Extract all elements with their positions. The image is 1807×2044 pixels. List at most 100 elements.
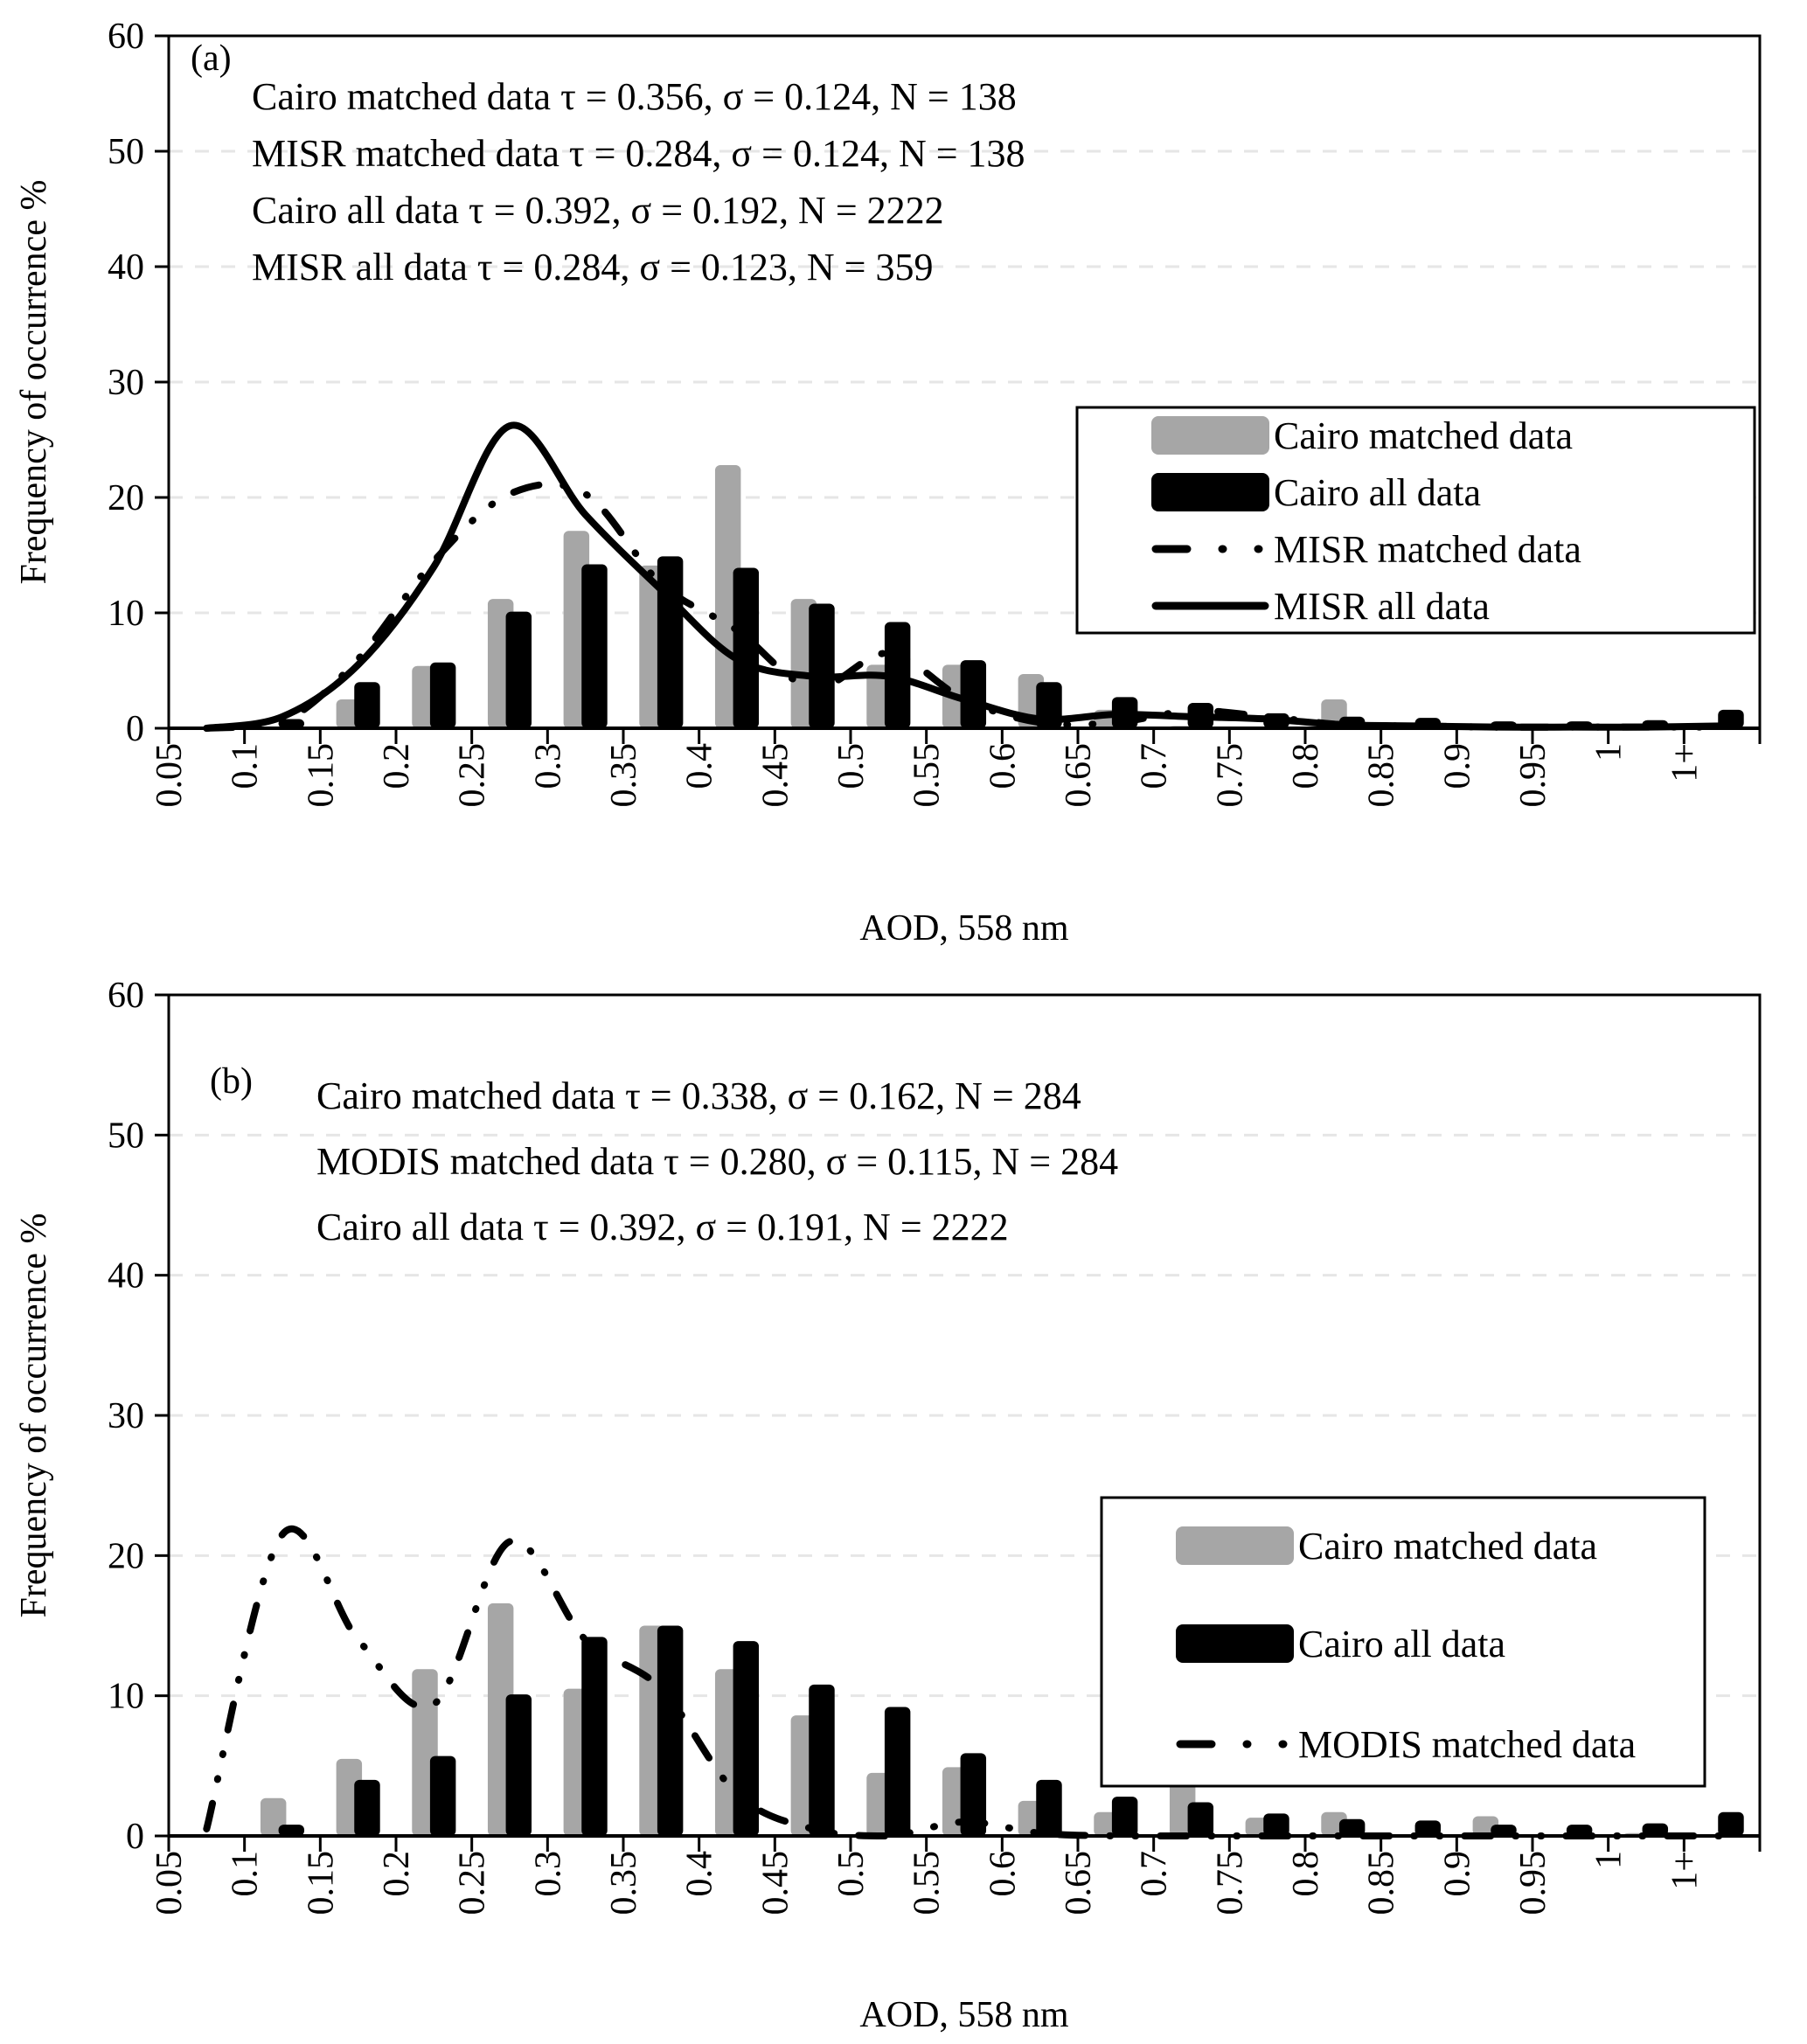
bar-cairo-all-data <box>1338 1818 1366 1836</box>
y-axis-title: Frequency of occurrence % <box>14 180 54 585</box>
panel-label: (b) <box>210 1061 253 1102</box>
y-tick-label: 50 <box>108 132 144 172</box>
y-tick-label: 40 <box>108 1256 144 1297</box>
legend-label: Cairo all data <box>1298 1623 1505 1665</box>
x-tick-label: 1 <box>1589 743 1630 761</box>
x-tick-label: 0.4 <box>680 743 720 789</box>
bar-cairo-all-data <box>1414 1820 1442 1836</box>
x-tick-label: 0.45 <box>755 743 796 808</box>
y-tick-label: 30 <box>108 363 144 403</box>
y-tick-label: 10 <box>108 1677 144 1717</box>
bar-cairo-matched-data <box>260 1797 287 1836</box>
stats-annotation: Cairo matched data τ = 0.338, σ = 0.162,… <box>316 1074 1081 1117</box>
bar-cairo-all-data <box>809 603 835 728</box>
x-tick-label: 0.5 <box>831 1851 872 1897</box>
x-tick-label: 0.85 <box>1362 1851 1402 1915</box>
x-tick-label: 0.35 <box>604 743 644 808</box>
legend: Cairo matched data Cairo all data MODIS ma… <box>1100 1496 1706 1788</box>
x-tick-label: 0.25 <box>453 1851 493 1915</box>
bar-cairo-all-data <box>505 1694 532 1836</box>
x-tick-label: 0.75 <box>1210 743 1250 808</box>
x-tick-label: 0.85 <box>1362 743 1402 808</box>
bar-cairo-all-data <box>1491 1825 1517 1836</box>
bar-cairo-all-data <box>960 1753 987 1836</box>
x-tick-label: 0.05 <box>149 743 190 808</box>
y-tick-label: 20 <box>108 1536 144 1576</box>
legend: Cairo matched data Cairo all data MISR mat… <box>1075 406 1756 635</box>
y-tick-label: 0 <box>126 1817 144 1857</box>
x-tick-label: 1+ <box>1665 743 1705 782</box>
legend-label: MISR matched data <box>1274 528 1581 571</box>
y-tick-label: 30 <box>108 1396 144 1436</box>
x-tick-label: 0.2 <box>377 743 417 789</box>
x-tick-label: 0.55 <box>907 743 948 808</box>
stats-annotation: Cairo all data τ = 0.392, σ = 0.192, N =… <box>252 189 944 232</box>
y-tick-label: 60 <box>108 17 144 57</box>
y-tick-label: 40 <box>108 247 144 288</box>
y-tick-label: 60 <box>108 976 144 1016</box>
x-tick-label: 0.1 <box>226 1851 266 1897</box>
legend-label: Cairo matched data <box>1298 1525 1597 1568</box>
y-tick-label: 50 <box>108 1116 144 1156</box>
bar-cairo-all-data <box>809 1684 835 1836</box>
bar-cairo-all-data <box>581 564 608 728</box>
legend-label: MISR all data <box>1274 585 1490 628</box>
x-tick-label: 0.2 <box>377 1851 417 1897</box>
x-tick-label: 0.1 <box>226 743 266 789</box>
x-tick-label: 0.65 <box>1059 743 1099 808</box>
bar-cairo-all-data <box>733 567 760 728</box>
x-tick-label: 0.5 <box>831 743 872 789</box>
x-tick-label: 0.6 <box>983 1851 1023 1897</box>
bar-cairo-all-data <box>960 660 987 728</box>
stats-annotation: MODIS matched data τ = 0.280, σ = 0.115,… <box>316 1140 1118 1183</box>
x-tick-label: 0.8 <box>1286 743 1326 789</box>
x-tick-label: 0.05 <box>149 1851 190 1915</box>
x-tick-label: 0.45 <box>755 1851 796 1915</box>
x-tick-label: 0.15 <box>301 743 341 808</box>
y-tick-label: 20 <box>108 478 144 518</box>
bar-cairo-all-data <box>884 1707 911 1836</box>
x-tick-label: 0.9 <box>1437 1851 1477 1897</box>
bar-cairo-all-data <box>1187 1802 1214 1836</box>
x-axis-title: AOD, 558 nm <box>859 1995 1068 2035</box>
bar-cairo-all-data <box>429 662 456 728</box>
x-tick-label: 0.7 <box>1135 743 1175 789</box>
x-tick-label: 0.55 <box>907 1851 948 1915</box>
x-tick-label: 0.3 <box>528 743 568 789</box>
x-tick-label: 0.4 <box>680 1851 720 1897</box>
x-tick-label: 0.95 <box>1513 1851 1553 1915</box>
bar-cairo-all-data <box>1036 1779 1062 1836</box>
bar-cairo-all-data <box>354 1779 380 1836</box>
x-tick-label: 0.7 <box>1135 1851 1175 1897</box>
y-tick-label: 0 <box>126 709 144 749</box>
bar-cairo-all-data <box>505 611 532 728</box>
x-tick-label: 0.35 <box>604 1851 644 1915</box>
x-tick-label: 0.3 <box>528 1851 568 1897</box>
x-tick-label: 0.95 <box>1513 743 1553 808</box>
bar-cairo-all-data <box>278 1825 305 1836</box>
panel-label: (a) <box>191 38 232 79</box>
x-tick-label: 0.6 <box>983 743 1023 789</box>
x-tick-label: 0.75 <box>1210 1851 1250 1915</box>
x-tick-label: 0.15 <box>301 1851 341 1915</box>
legend-label: Cairo matched data <box>1274 414 1573 457</box>
y-tick-label: 10 <box>108 594 144 634</box>
stats-annotation: MISR matched data τ = 0.284, σ = 0.124, … <box>252 132 1025 175</box>
bar-cairo-all-data <box>1718 1811 1744 1836</box>
chart-panel-b: 0 10 20 30 40 50 60 0.05 0.1 0.15 0.2 0.25 0.3 0.35 0.… <box>14 976 1762 2035</box>
stats-annotation: Cairo all data τ = 0.392, σ = 0.191, N =… <box>316 1206 1009 1248</box>
legend-swatch <box>1176 1526 1294 1565</box>
x-tick-label: 0.25 <box>453 743 493 808</box>
stats-annotation: MISR all data τ = 0.284, σ = 0.123, N = … <box>252 246 933 289</box>
bar-cairo-all-data <box>1263 1813 1289 1836</box>
legend-swatch <box>1151 416 1269 455</box>
legend-label: Cairo all data <box>1274 471 1481 514</box>
legend-label: MODIS matched data <box>1298 1723 1636 1766</box>
bar-cairo-all-data <box>657 556 684 728</box>
bar-cairo-all-data <box>733 1641 760 1836</box>
stats-annotation: Cairo matched data τ = 0.356, σ = 0.124,… <box>252 75 1017 118</box>
y-axis-title: Frequency of occurrence % <box>14 1213 54 1618</box>
bar-cairo-all-data <box>581 1637 608 1836</box>
x-tick-label: 0.65 <box>1059 1851 1099 1915</box>
